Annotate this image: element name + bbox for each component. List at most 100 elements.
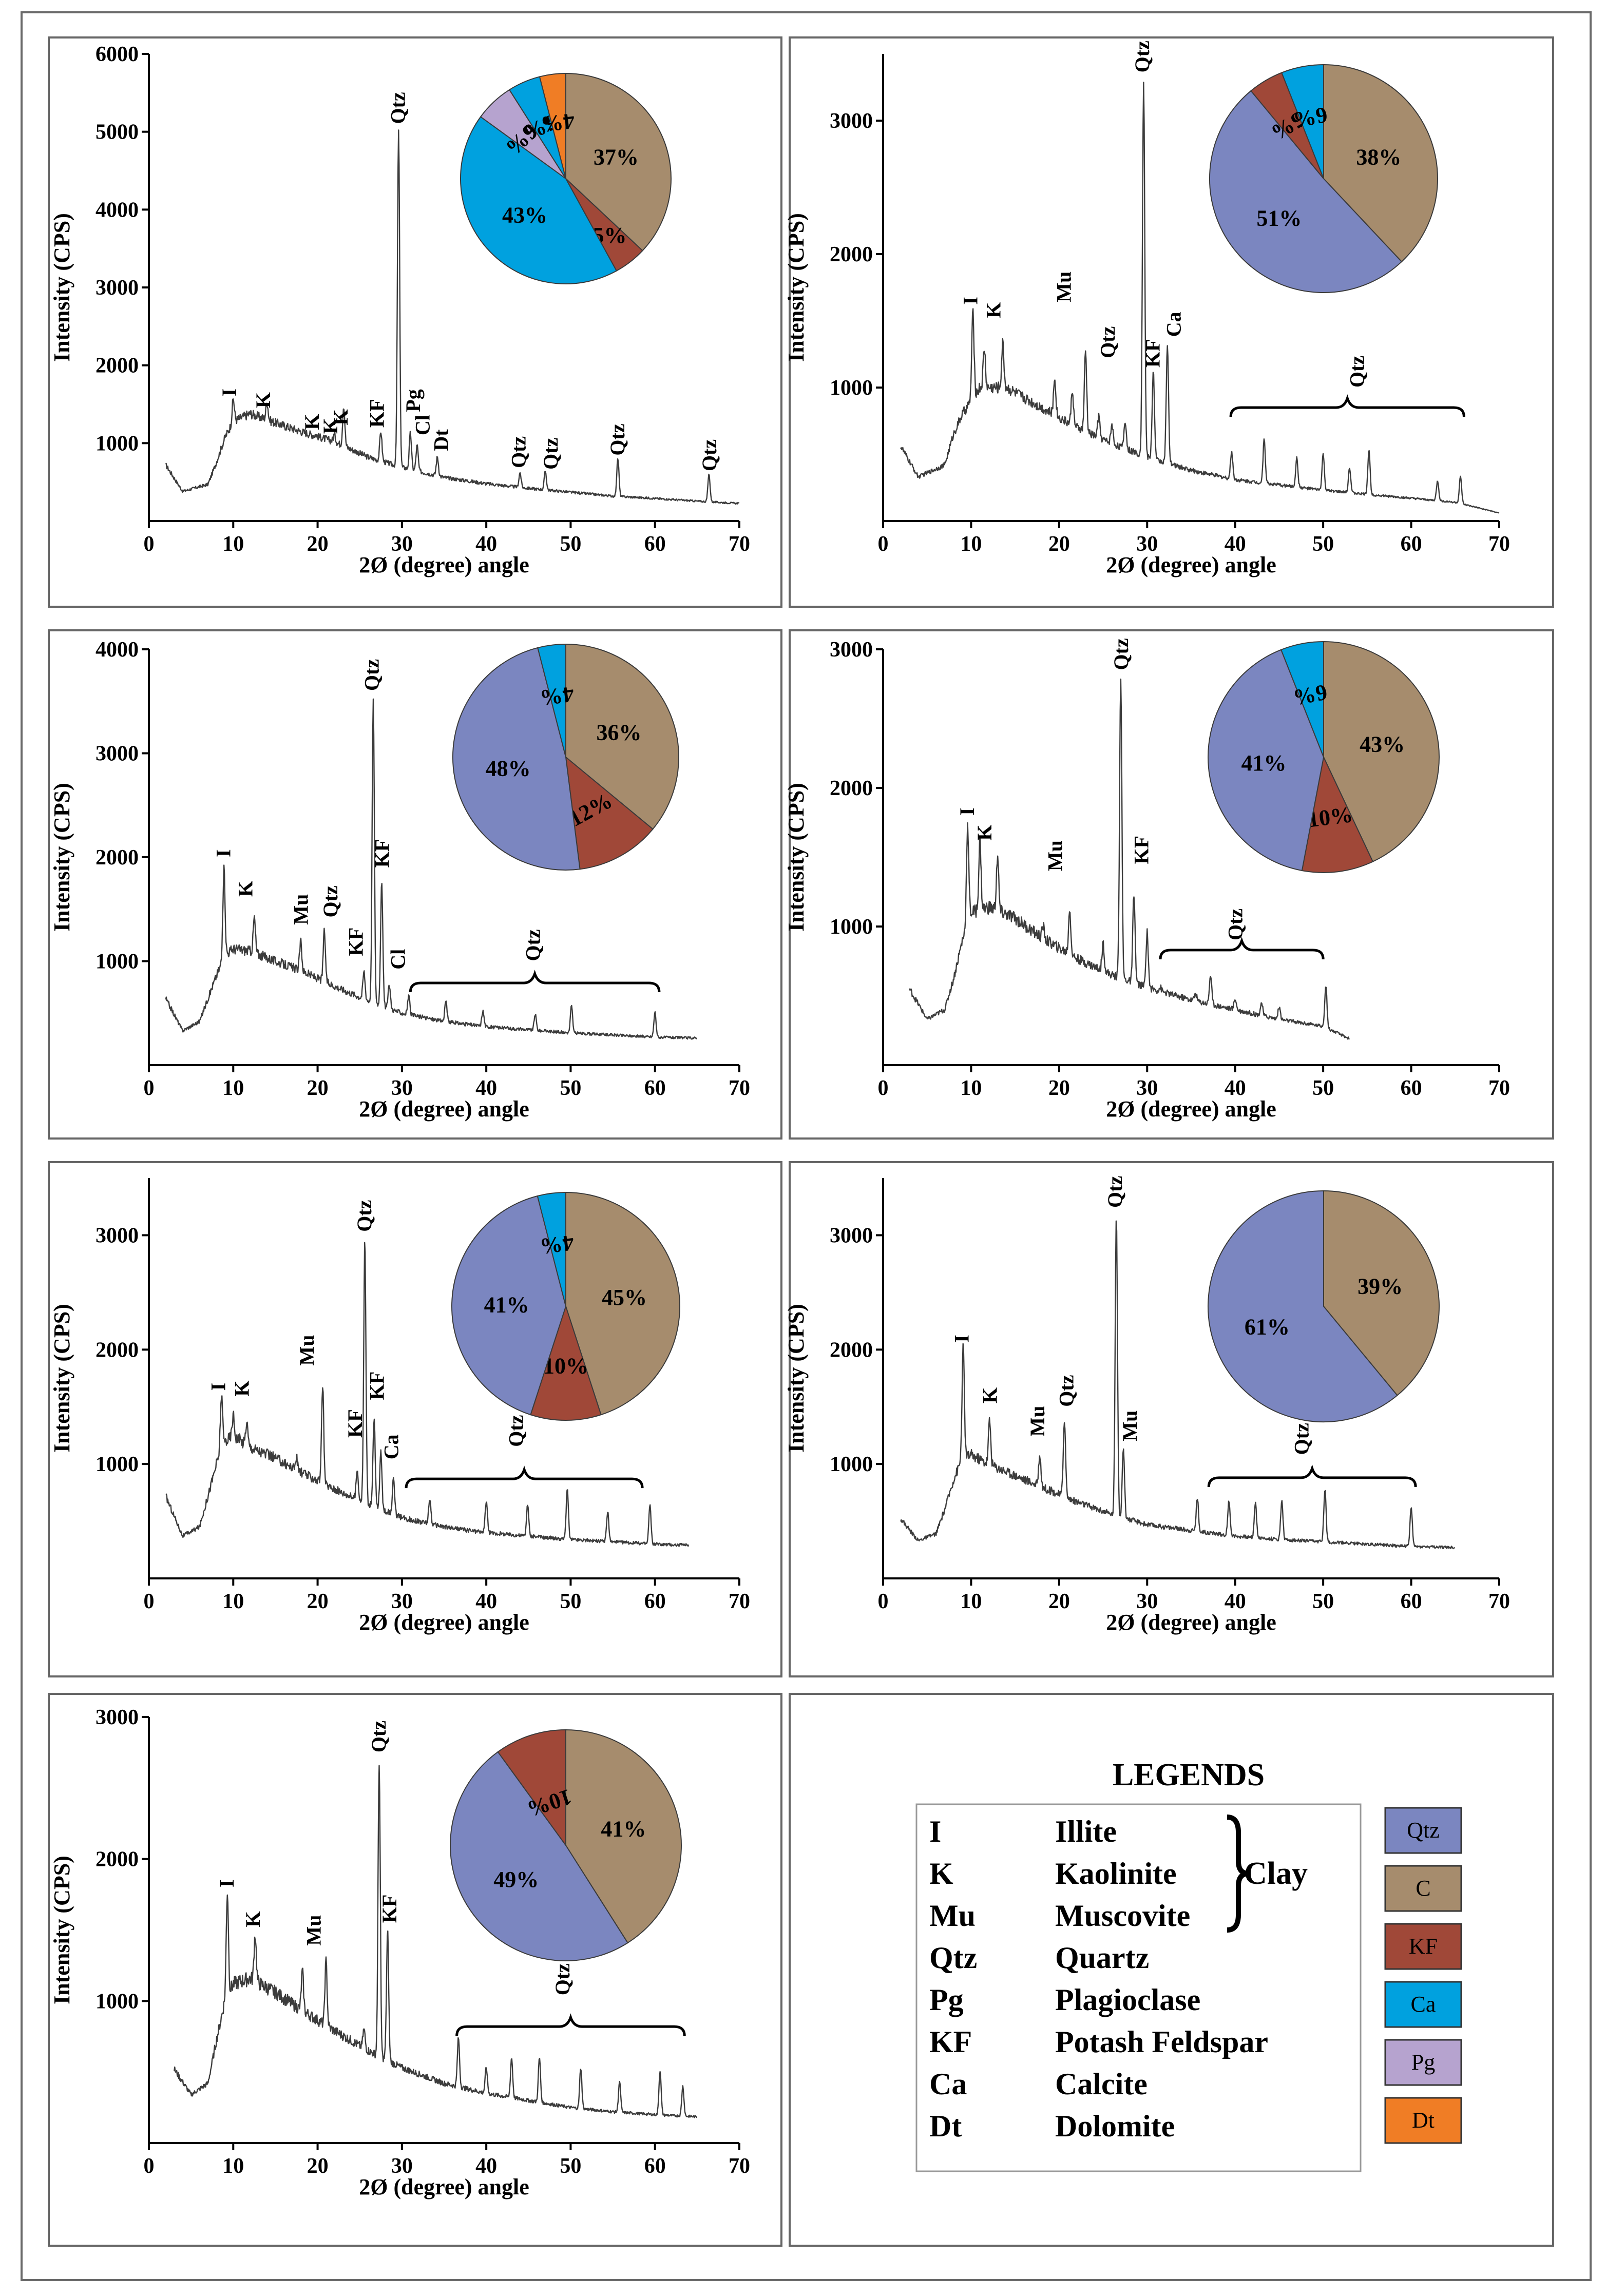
y-axis-title: Intensity (CPS) bbox=[783, 783, 809, 932]
y-axis-title: Intensity (CPS) bbox=[49, 1856, 74, 2004]
y-axis-title: Intensity (CPS) bbox=[783, 213, 809, 362]
y-tick-label: 3000 bbox=[830, 109, 873, 133]
peak-label: Qtz bbox=[505, 1415, 528, 1447]
peak-label: Qtz bbox=[1096, 326, 1119, 358]
peak-label: KF bbox=[366, 1372, 389, 1400]
x-tick-label: 40 bbox=[475, 1590, 497, 1613]
x-tick-label: 10 bbox=[960, 1076, 982, 1100]
pie-slice-ca bbox=[460, 116, 618, 284]
peak-label: Qtz bbox=[507, 436, 530, 468]
peak-label: Mu bbox=[295, 1335, 318, 1365]
peak-label: Qtz bbox=[1055, 1375, 1078, 1407]
pie-slice-label: 37% bbox=[594, 145, 639, 170]
peak-label: I bbox=[955, 807, 979, 816]
pie-slice-c bbox=[1323, 64, 1438, 263]
pie-slice-label: 41% bbox=[1241, 750, 1287, 776]
y-tick-label: 1000 bbox=[830, 1453, 873, 1476]
pie-slice-label: 51% bbox=[1256, 205, 1302, 230]
panel-border bbox=[48, 1161, 782, 1677]
y-tick-label: 1000 bbox=[830, 376, 873, 400]
pie-slice-label: 39% bbox=[1358, 1274, 1403, 1299]
peak-label: Qtz bbox=[367, 1721, 390, 1752]
peak-label: Qtz bbox=[1345, 356, 1368, 388]
x-tick-label: 70 bbox=[1488, 1076, 1510, 1100]
x-axis-title: 2Ø (degree) angle bbox=[1106, 1096, 1276, 1122]
y-tick-label: 3000 bbox=[830, 1224, 873, 1247]
legend-abbr: Qtz bbox=[929, 1941, 977, 1975]
x-tick-label: 50 bbox=[1312, 1076, 1334, 1100]
peak-label: K bbox=[978, 1387, 1001, 1403]
y-tick-label: 2000 bbox=[830, 777, 873, 800]
legend-swatch-label: KF bbox=[1409, 1934, 1438, 1959]
peak-label: I bbox=[212, 849, 235, 857]
legend-mineral-name: Dolomite bbox=[1055, 2109, 1175, 2143]
xrd-trace-line bbox=[174, 1765, 697, 2118]
x-tick-label: 30 bbox=[1136, 1590, 1158, 1613]
pie-slice-ca bbox=[1280, 641, 1324, 758]
x-axis-title: 2Ø (degree) angle bbox=[359, 1096, 529, 1122]
peak-label: K bbox=[329, 409, 352, 425]
x-tick-label: 10 bbox=[222, 532, 244, 556]
legend-swatch-label: Pg bbox=[1411, 2050, 1435, 2075]
legend-swatch-qtz bbox=[1384, 1807, 1462, 1854]
peak-label: KF bbox=[345, 928, 368, 956]
xrd-trace-line bbox=[165, 698, 697, 1040]
peak-label: Qtz bbox=[522, 929, 545, 961]
peak-label: K bbox=[982, 302, 1005, 318]
legend-abbr: K bbox=[929, 1857, 953, 1890]
xrd-panel-7: 0 10 20 30 40 50 60 70 1000 2000 3000 2Ø (degree) a… bbox=[48, 1693, 782, 2247]
legend-swatch-dt bbox=[1384, 2097, 1462, 2144]
x-tick-label: 10 bbox=[960, 1590, 982, 1613]
peak-label: Mu bbox=[1043, 840, 1066, 871]
x-tick-label: 0 bbox=[878, 1590, 889, 1613]
x-tick-label: 40 bbox=[475, 2154, 497, 2178]
legend-swatch-label: C bbox=[1416, 1876, 1430, 1901]
peak-label: Mu bbox=[290, 894, 313, 925]
peak-label: Qtz bbox=[360, 659, 384, 691]
legend-mineral-name: Kaolinite bbox=[1055, 1857, 1177, 1890]
y-tick-label: 2000 bbox=[95, 846, 139, 870]
pie-slice-ca bbox=[537, 643, 566, 758]
peak-label: K bbox=[231, 1381, 254, 1397]
peak-label: Qtz bbox=[539, 438, 562, 470]
x-tick-label: 40 bbox=[1225, 1076, 1246, 1100]
peak-label: K bbox=[241, 1911, 264, 1927]
legend-swatch-kf bbox=[1384, 1923, 1462, 1970]
y-tick-label: 2000 bbox=[95, 354, 139, 378]
pie-slice-c bbox=[565, 1729, 682, 1944]
xrd-panel-3: 0 10 20 30 40 50 60 70 1000 2000 3000 4000 2Ø (degre… bbox=[48, 629, 782, 1140]
pie-slice-label: 49% bbox=[493, 1867, 539, 1892]
pie-slice-label: 43% bbox=[502, 202, 547, 227]
x-tick-label: 40 bbox=[1225, 1590, 1246, 1613]
legend-abbr: Dt bbox=[929, 2109, 962, 2143]
peak-group-brace bbox=[1207, 1464, 1417, 1488]
x-tick-label: 0 bbox=[144, 2154, 155, 2178]
y-axis-title: Intensity (CPS) bbox=[49, 783, 74, 932]
peak-label: I bbox=[207, 1383, 230, 1391]
pie-slice-label: 61% bbox=[1245, 1315, 1290, 1340]
peak-label: Qtz bbox=[606, 423, 629, 455]
y-tick-label: 2000 bbox=[830, 243, 873, 266]
peak-label: I bbox=[215, 1879, 238, 1887]
x-tick-label: 40 bbox=[1225, 532, 1246, 556]
peak-label: K bbox=[973, 824, 996, 840]
peak-label: I bbox=[218, 389, 241, 397]
peak-label: KF bbox=[343, 1409, 367, 1438]
x-tick-label: 70 bbox=[729, 1076, 750, 1100]
pie-slice-label: 6% bbox=[1291, 680, 1329, 710]
peak-label: Qtz bbox=[551, 1963, 574, 1995]
y-tick-label: 3000 bbox=[95, 742, 139, 766]
peak-label: Cl bbox=[411, 415, 434, 435]
y-tick-label: 1000 bbox=[95, 1990, 139, 2013]
pie-slice-dt bbox=[539, 72, 566, 179]
pie-slice-label: 36% bbox=[597, 720, 642, 745]
x-tick-label: 70 bbox=[1488, 1590, 1510, 1613]
x-tick-label: 30 bbox=[1136, 532, 1158, 556]
pie-slice-ca bbox=[537, 1191, 566, 1307]
peak-group-brace bbox=[455, 2013, 686, 2036]
legend-swatch-label: Ca bbox=[1411, 1992, 1436, 2017]
legend-abbr: Ca bbox=[929, 2067, 967, 2101]
y-tick-label: 2000 bbox=[95, 1338, 139, 1362]
pie-slice-label: 4% bbox=[539, 1230, 576, 1259]
